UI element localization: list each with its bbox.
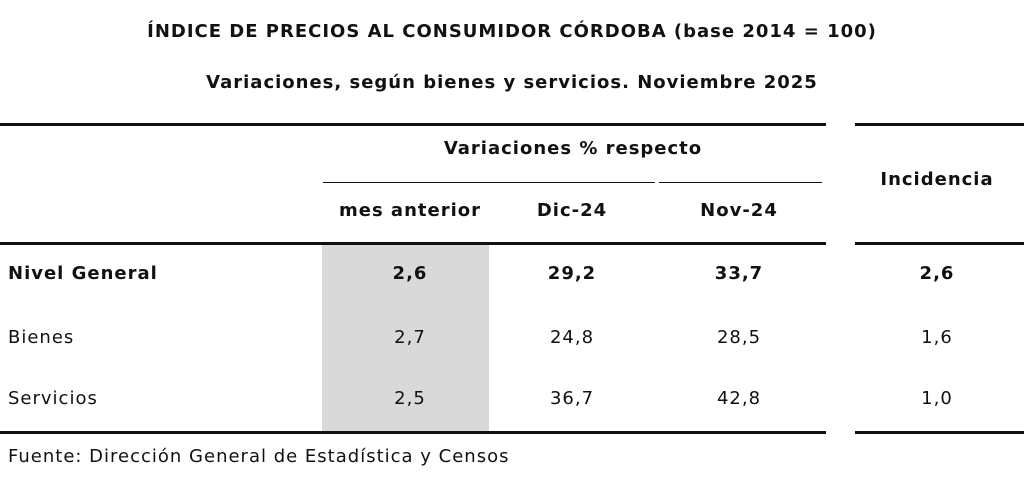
- group-header: Variaciones % respecto: [443, 138, 703, 159]
- cell: 1,0: [921, 388, 953, 409]
- rule: [0, 431, 826, 434]
- rule: [855, 431, 1024, 434]
- rule: [0, 242, 826, 245]
- rule: [855, 123, 1024, 126]
- column-header: Nov-24: [700, 200, 778, 221]
- rule: [323, 182, 655, 183]
- incidence-header: Incidencia: [880, 169, 994, 190]
- row-label: Servicios: [8, 388, 98, 409]
- subtitle: Variaciones, según bienes y servicios. N…: [206, 72, 818, 93]
- cell: 2,5: [394, 388, 426, 409]
- cell: 42,8: [716, 388, 762, 409]
- row-label: Bienes: [8, 327, 75, 348]
- source: Fuente: Dirección General de Estadística…: [8, 446, 510, 467]
- rule: [659, 182, 822, 183]
- rule: [855, 242, 1024, 245]
- cell: 24,8: [549, 327, 595, 348]
- title: ÍNDICE DE PRECIOS AL CONSUMIDOR CÓRDOBA …: [147, 21, 877, 42]
- cell: 33,7: [714, 263, 764, 284]
- cell: 29,2: [547, 263, 597, 284]
- cell: 2,6: [392, 263, 428, 284]
- highlight: [322, 245, 489, 431]
- row-label: Nivel General: [8, 263, 158, 284]
- column-header: Dic-24: [536, 200, 608, 221]
- cell: 28,5: [716, 327, 762, 348]
- rule: [0, 123, 826, 126]
- cell: 36,7: [549, 388, 595, 409]
- cell: 2,7: [394, 327, 426, 348]
- cell: 1,6: [921, 327, 953, 348]
- cell: 2,6: [919, 263, 955, 284]
- column-header: mes anterior: [338, 200, 482, 221]
